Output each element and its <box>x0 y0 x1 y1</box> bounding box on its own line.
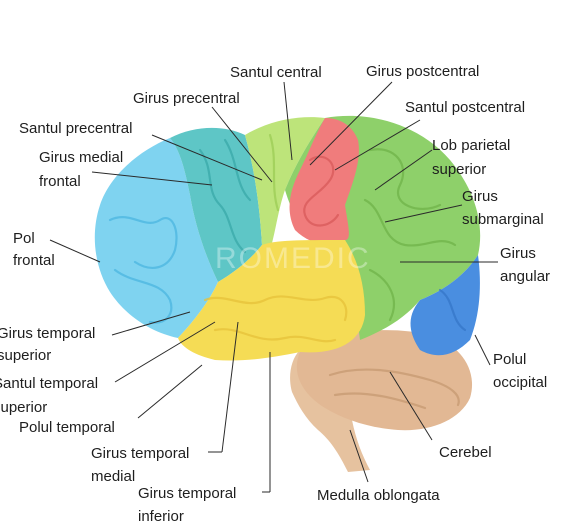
leader-lines <box>49 81 498 493</box>
label-polul-temporal: Polul temporal <box>19 419 115 436</box>
label-girus-angular-line2: angular <box>500 268 550 285</box>
label-medulla-oblongata: Medulla oblongata <box>317 487 440 504</box>
frontal-pole-region <box>94 138 218 338</box>
label-santul-temporal-line2: superior <box>0 399 47 416</box>
label-girus-temporal-inferior-line2: inferior <box>138 508 184 525</box>
label-polul-occipital-line1: Polul <box>493 351 526 368</box>
label-girus-temporal-superior-line1: Girus temporal <box>0 325 95 342</box>
label-polul-occipital-line2: occipital <box>493 374 547 391</box>
label-pol-frontal-line1: Pol <box>13 230 35 247</box>
precentral-region <box>245 117 325 250</box>
cerebellum-region <box>296 330 473 431</box>
occipital-region <box>410 255 480 356</box>
label-girus-medial-frontal-line1: Girus medial <box>39 149 123 166</box>
label-girus-precentral: Girus precentral <box>133 90 240 107</box>
label-santul-temporal-line1: Santul temporal <box>0 375 98 392</box>
gyrus-texture <box>108 133 467 410</box>
label-pol-frontal-line2: frontal <box>13 252 55 269</box>
label-girus-submarginal-line1: Girus <box>462 188 498 205</box>
temporal-region <box>178 240 365 361</box>
label-santul-precentral: Santul precentral <box>19 120 132 137</box>
label-santul-postcentral: Santul postcentral <box>405 99 525 116</box>
label-lob-parietal-line1: Lob parietal <box>432 137 510 154</box>
label-girus-temporal-medial-line2: medial <box>91 468 135 485</box>
label-girus-medial-frontal-line2: frontal <box>39 173 81 190</box>
label-cerebel: Cerebel <box>439 444 492 461</box>
label-santul-central: Santul central <box>230 64 322 81</box>
label-girus-temporal-inferior-line1: Girus temporal <box>138 485 236 502</box>
postcentral-region <box>289 118 359 245</box>
label-lob-parietal-line2: superior <box>432 161 486 178</box>
labels: Santul central Girus postcentral Girus p… <box>0 63 550 525</box>
watermark-text: ROMEDIC <box>215 242 371 275</box>
label-girus-temporal-medial-line1: Girus temporal <box>91 445 189 462</box>
label-girus-submarginal-line2: submarginal <box>462 211 544 228</box>
label-girus-temporal-superior-line2: superior <box>0 347 51 364</box>
label-girus-postcentral: Girus postcentral <box>366 63 479 80</box>
medial-frontal-region <box>170 127 262 282</box>
label-girus-angular-line1: Girus <box>500 245 536 262</box>
